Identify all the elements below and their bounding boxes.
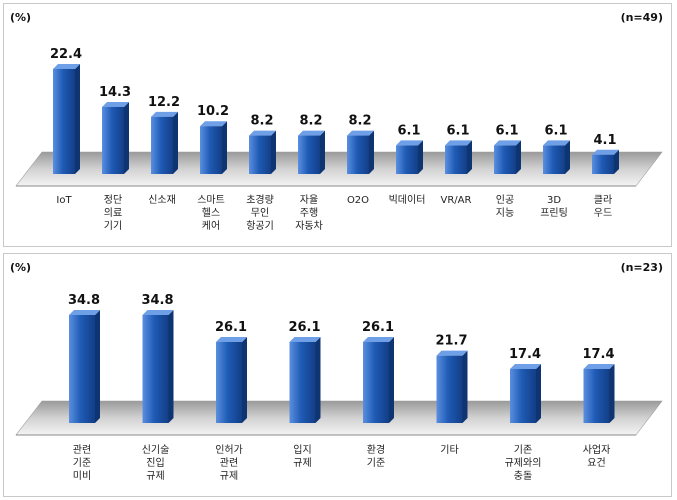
- category-label: 프린팅: [540, 207, 568, 219]
- category-label: 규제: [146, 470, 164, 482]
- category-label: 미비: [73, 470, 91, 482]
- category-label: 기기: [104, 220, 122, 232]
- value-label: 6.1: [397, 123, 420, 138]
- bar: [200, 121, 227, 174]
- category-label: 관련: [220, 457, 238, 469]
- bar: [289, 337, 321, 423]
- category-label: 규제: [220, 470, 238, 482]
- bar: [543, 140, 570, 174]
- value-label: 26.1: [215, 320, 247, 335]
- bar: [216, 337, 247, 423]
- value-label: 8.2: [299, 114, 322, 129]
- bar: [151, 111, 178, 174]
- category-label: 케어: [202, 220, 220, 232]
- bar: [298, 130, 325, 174]
- value-label: 6.1: [446, 123, 469, 138]
- value-label: 26.1: [362, 320, 394, 335]
- category-label: 정단: [104, 194, 122, 206]
- category-label: 무인: [251, 207, 269, 219]
- category-label: IoT: [56, 195, 72, 206]
- bar: [510, 364, 541, 423]
- category-label: 빅데이터: [389, 194, 426, 206]
- value-label: 34.8: [141, 293, 173, 308]
- chart-panel-top: 22.4 IoT 14.3 정단 의료 기기 12.2 신소재 10.2 스마트 헬스 케어 8.2 초경…: [3, 3, 672, 247]
- bar: [396, 140, 423, 174]
- category-label: 기준: [367, 457, 385, 469]
- bar: [347, 130, 374, 174]
- value-label: 8.2: [250, 114, 273, 129]
- category-label: 우드: [594, 207, 612, 219]
- value-label: 17.4: [582, 347, 614, 362]
- sample-size-label: (n=49): [620, 11, 663, 24]
- value-label: 17.4: [509, 347, 541, 362]
- category-label: 규제와의: [505, 457, 542, 469]
- category-label: 진입: [146, 456, 164, 469]
- value-label: 4.1: [593, 133, 616, 148]
- bar: [249, 130, 276, 174]
- value-label: 12.2: [148, 95, 180, 110]
- chart-floor: [15, 400, 663, 436]
- category-label: 규제: [293, 457, 311, 469]
- category-label: 인허가: [215, 444, 243, 456]
- category-label: 신기술: [142, 444, 170, 456]
- category-label: 요건: [587, 457, 605, 469]
- value-label: 14.3: [99, 85, 131, 100]
- category-label: 스마트: [197, 194, 225, 206]
- category-label: 기존: [514, 444, 532, 456]
- bar: [436, 350, 468, 423]
- sample-size-label: (n=23): [620, 261, 663, 274]
- category-label: 자동차: [295, 220, 323, 232]
- value-label: 34.8: [68, 293, 100, 308]
- bar: [592, 149, 619, 174]
- bar: [53, 64, 80, 174]
- category-label: 헬스: [202, 207, 220, 219]
- category-label: 인공: [496, 194, 514, 206]
- category-label: 클라: [594, 194, 612, 206]
- category-label: 자율: [300, 194, 318, 206]
- value-label: 6.1: [495, 123, 518, 138]
- category-label: 관련: [73, 444, 91, 456]
- category-label: 충돌: [514, 470, 532, 482]
- category-label: 사업자: [583, 443, 611, 456]
- category-label: 지능: [496, 207, 514, 219]
- category-label: 환경: [367, 443, 385, 456]
- bar: [445, 140, 472, 174]
- bar: [363, 337, 394, 423]
- category-label: O2O: [347, 195, 369, 206]
- bar: [494, 140, 521, 174]
- bar-chart-bottom: 34.8관련기준미비34.8신기술진입규제26.1인허가관련규제26.1입지규제…: [15, 293, 663, 482]
- bar: [142, 310, 174, 423]
- bar: [583, 364, 615, 423]
- bar: [102, 101, 129, 174]
- category-label: 초경량: [246, 193, 274, 206]
- unit-label: (%): [10, 11, 32, 24]
- category-label: 입지: [293, 443, 311, 456]
- category-label: 의료: [104, 207, 122, 219]
- value-label: 10.2: [197, 104, 229, 119]
- category-label: 기타: [440, 444, 458, 456]
- category-label: 항공기: [246, 220, 274, 232]
- value-label: 26.1: [288, 320, 320, 335]
- category-label: 주행: [300, 207, 318, 219]
- chart-panel-bottom: 34.8 관련 기준 미비 34.8 신기술 진입 규제 26.1 인허가 관련 규제 26.1 입지 규제…: [3, 253, 672, 497]
- value-label: 8.2: [348, 114, 371, 129]
- category-label: 3D: [547, 195, 561, 206]
- bar: [69, 310, 100, 423]
- category-label: 신소재: [148, 194, 176, 206]
- unit-label: (%): [10, 261, 32, 274]
- value-label: 21.7: [435, 334, 467, 349]
- category-label: 기준: [73, 457, 91, 469]
- category-label: VR/AR: [441, 195, 472, 206]
- value-label: 6.1: [544, 123, 567, 138]
- value-label: 22.4: [50, 47, 82, 62]
